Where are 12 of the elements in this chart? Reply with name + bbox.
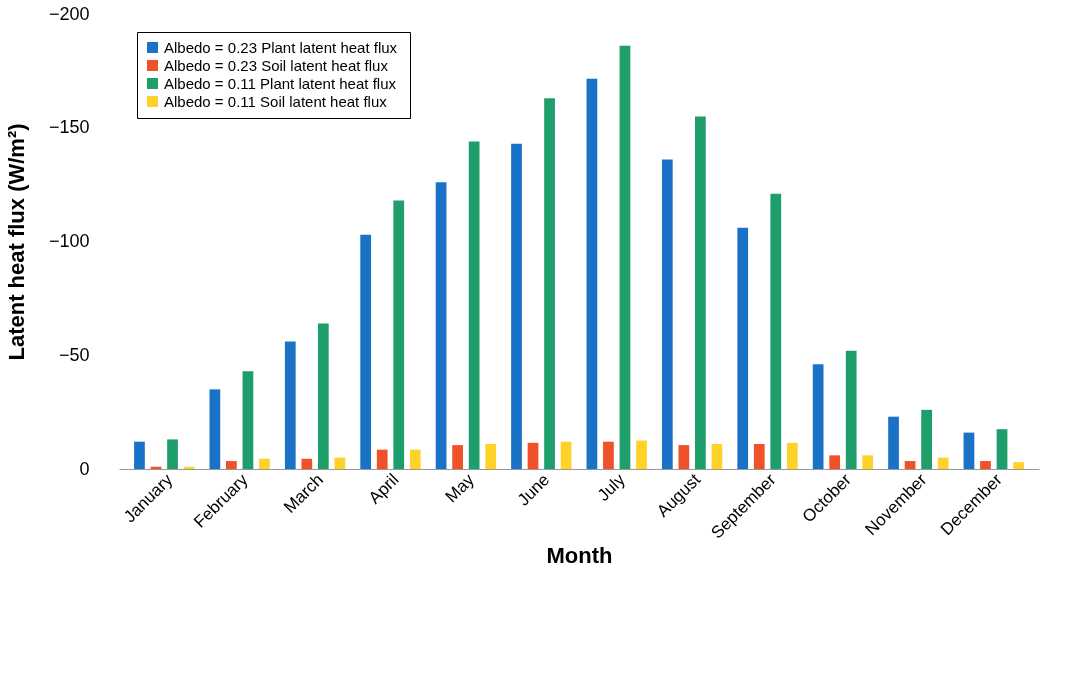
legend-label: Albedo = 0.23 Plant latent heat flux [164,38,398,56]
y-axis-title: Latent heat flux (W/m²) [3,123,29,361]
y-tick-label: −100 [48,231,90,251]
x-tick-label: July [593,469,630,505]
y-tick-label: −150 [48,117,90,138]
x-axis-title: Month [546,542,613,568]
y-tick-label: −50 [58,344,90,365]
y-tick-label: −200 [48,3,90,24]
legend-label: Albedo = 0.23 Soil latent heat flux [164,56,389,74]
legend-label: Albedo = 0.11 Soil latent heat flux [164,92,388,110]
legend-label: Albedo = 0.11 Plant latent heat flux [164,74,397,92]
y-tick-label: 0 [79,458,90,479]
